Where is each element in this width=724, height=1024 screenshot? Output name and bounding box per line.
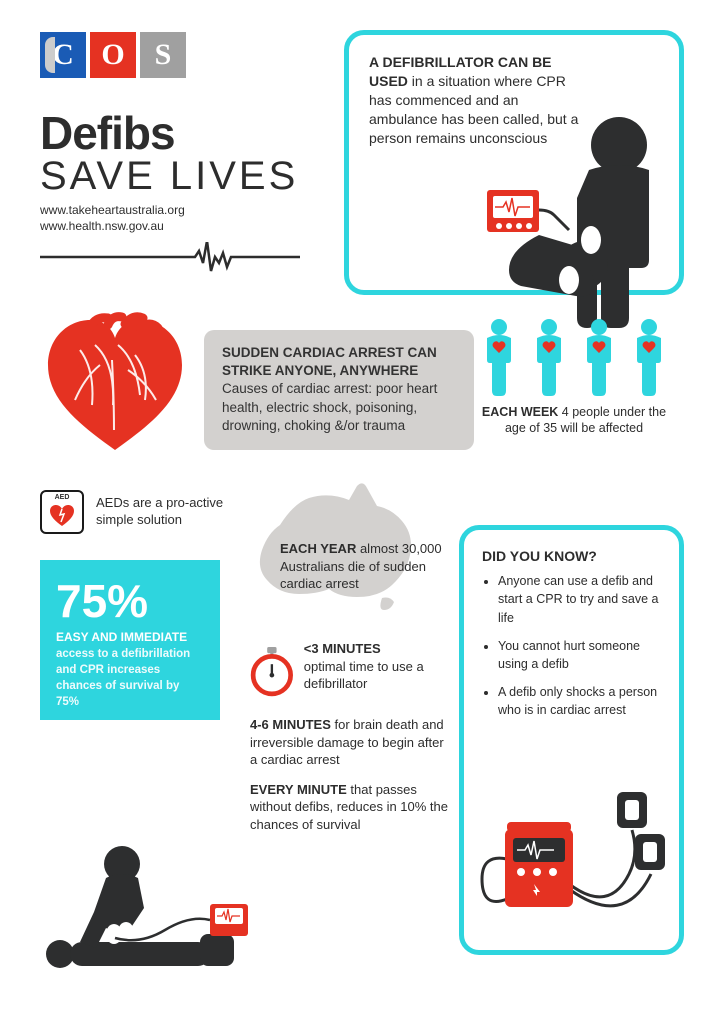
cardiac-box: SUDDEN CARDIAC ARREST CAN STRIKE ANYONE,…: [204, 330, 474, 450]
logo-letter-o: O: [90, 32, 136, 78]
australia-block: EACH YEAR almost 30,000 Australians die …: [250, 480, 450, 625]
defib-used-box: A DEFIBRILLATOR CAN BE USED in a situati…: [344, 30, 684, 295]
aed-icon: AED: [40, 490, 84, 534]
ecg-line-icon: [40, 242, 300, 272]
timing-3: EVERY MINUTE that passes without defibs,…: [250, 781, 450, 834]
aed-row: AED AEDs are a pro-active simple solutio…: [40, 490, 236, 534]
each-week-text: EACH WEEK 4 people under the age of 35 w…: [474, 404, 674, 437]
heart-icon: [40, 310, 190, 460]
defib-person-icon: [479, 100, 689, 330]
dyk-item: Anyone can use a defib and start a CPR t…: [498, 572, 661, 626]
cardiac-row: SUDDEN CARDIAC ARREST CAN STRIKE ANYONE,…: [40, 310, 474, 460]
person-icon: [529, 318, 569, 398]
timing-2: 4-6 MINUTES for brain death and irrevers…: [250, 716, 450, 769]
person-icon: [579, 318, 619, 398]
aed-text: AEDs are a pro-active simple solution: [96, 495, 236, 529]
logo-letter-c: C: [40, 32, 86, 78]
cpr-icon: [40, 834, 260, 984]
dyk-item: A defib only shocks a person who is in c…: [498, 683, 661, 719]
pct-value: 75%: [56, 574, 204, 628]
defib-device-icon: [464, 784, 679, 934]
did-you-know-box: DID YOU KNOW? Anyone can use a defib and…: [459, 525, 684, 955]
people-icons: [474, 318, 674, 398]
timing-block: <3 MINUTESoptimal time to use a defibril…: [250, 640, 450, 833]
dyk-title: DID YOU KNOW?: [482, 546, 661, 566]
timing-1: <3 MINUTESoptimal time to use a defibril…: [304, 640, 450, 693]
australia-text: EACH YEAR almost 30,000 Australians die …: [280, 540, 450, 593]
each-week-block: EACH WEEK 4 people under the age of 35 w…: [474, 318, 674, 437]
person-icon: [629, 318, 669, 398]
logo-letter-s: S: [140, 32, 186, 78]
dyk-item: You cannot hurt someone using a defib: [498, 637, 661, 673]
seventy-five-box: 75% EASY AND IMMEDIATE access to a defib…: [40, 560, 220, 720]
person-icon: [479, 318, 519, 398]
stopwatch-icon: [250, 640, 294, 704]
dyk-list: Anyone can use a defib and start a CPR t…: [482, 572, 661, 719]
teal-head: EASY AND IMMEDIATE access to a defibrill…: [56, 630, 204, 710]
